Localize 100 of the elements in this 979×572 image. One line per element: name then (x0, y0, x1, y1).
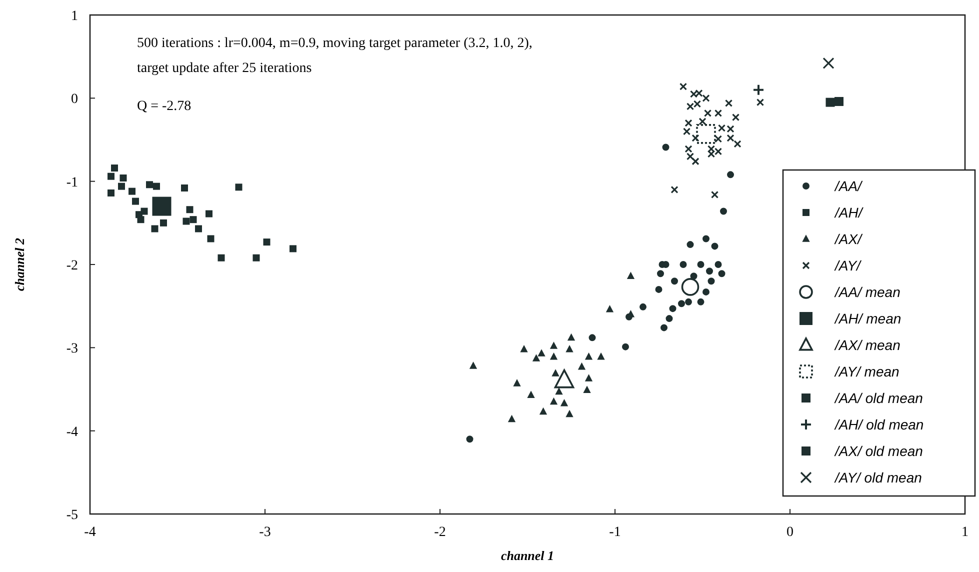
point (252, 254, 260, 262)
point (680, 261, 687, 268)
point (554, 369, 574, 388)
point (718, 270, 726, 278)
point (702, 288, 710, 296)
point (685, 298, 692, 306)
point (598, 353, 604, 360)
x-tick-label: -2 (434, 525, 446, 540)
point (627, 272, 634, 280)
point (584, 386, 590, 393)
x-tick-label: 0 (786, 525, 794, 540)
point (606, 306, 614, 312)
legend-label: /AH/ old mean (834, 416, 924, 432)
y-tick-label: -4 (66, 424, 78, 440)
point (528, 391, 534, 398)
point (160, 219, 167, 226)
point (684, 119, 692, 127)
annotation: Q = -2.78 (137, 99, 192, 114)
point (532, 354, 540, 362)
point (690, 272, 698, 280)
point (585, 374, 592, 382)
point (711, 242, 718, 250)
point (560, 400, 568, 406)
point (140, 208, 148, 215)
point (734, 140, 742, 148)
point (698, 118, 706, 126)
point (540, 408, 547, 415)
point (190, 216, 197, 224)
point (684, 145, 692, 153)
point (697, 298, 704, 306)
point (720, 208, 727, 215)
legend-label: /AH/ mean (834, 310, 902, 326)
point (290, 245, 296, 252)
point (678, 300, 685, 308)
point (146, 181, 153, 188)
legend-label: /AX/ (834, 231, 864, 247)
point (263, 238, 270, 246)
point (578, 362, 586, 370)
point (128, 188, 136, 195)
legend-label: /AX/ mean (834, 337, 901, 353)
point (669, 305, 676, 312)
point (566, 410, 573, 418)
point (108, 189, 114, 196)
legend-label: /AY/ mean (834, 364, 900, 380)
y-tick-label: -3 (66, 342, 78, 357)
y-tick-label: -2 (66, 258, 78, 274)
point (470, 362, 477, 369)
point (111, 164, 118, 172)
point (132, 198, 139, 205)
point (137, 216, 144, 224)
point (206, 210, 212, 218)
point (622, 343, 629, 350)
point (752, 84, 764, 96)
point (186, 206, 194, 214)
annotation: 500 iterations : lr=0.004, m=0.9, moving target parameter (3.2, 1.0, 2), (137, 36, 532, 51)
point (585, 353, 592, 360)
point (108, 172, 114, 180)
point (235, 184, 242, 191)
x-tick-label: 1 (962, 525, 968, 540)
point (714, 109, 722, 117)
point (834, 96, 844, 106)
point (120, 174, 127, 182)
x-axis-title: channel 1 (500, 548, 554, 563)
point (182, 218, 190, 225)
point (666, 315, 673, 322)
legend-label: /AY/ old mean (834, 470, 922, 486)
point (702, 235, 710, 242)
point (714, 135, 722, 143)
point (714, 261, 722, 268)
point (466, 436, 474, 443)
point (726, 134, 734, 142)
legend-label: /AH/ (834, 204, 864, 220)
point (692, 134, 700, 142)
point (218, 254, 225, 262)
point (671, 278, 678, 285)
point (704, 109, 712, 117)
point (588, 334, 596, 342)
y-tick-label: -5 (66, 508, 78, 523)
point (732, 113, 740, 122)
point (682, 128, 691, 136)
point (708, 278, 715, 285)
y-tick-label: -1 (66, 175, 78, 190)
point (681, 278, 700, 296)
point (153, 182, 160, 190)
point (697, 261, 704, 268)
legend-label: /AA/ (834, 178, 864, 194)
legend-label: /AY/ (834, 258, 863, 274)
point (660, 324, 668, 332)
point (556, 388, 562, 395)
point (195, 225, 202, 232)
point (662, 144, 670, 151)
point (566, 346, 573, 352)
point (657, 270, 664, 278)
point (151, 225, 158, 232)
point (118, 182, 125, 190)
point (568, 334, 575, 341)
point (710, 190, 719, 198)
x-tick-label: -4 (84, 525, 96, 540)
point (706, 268, 713, 275)
point (822, 57, 834, 70)
